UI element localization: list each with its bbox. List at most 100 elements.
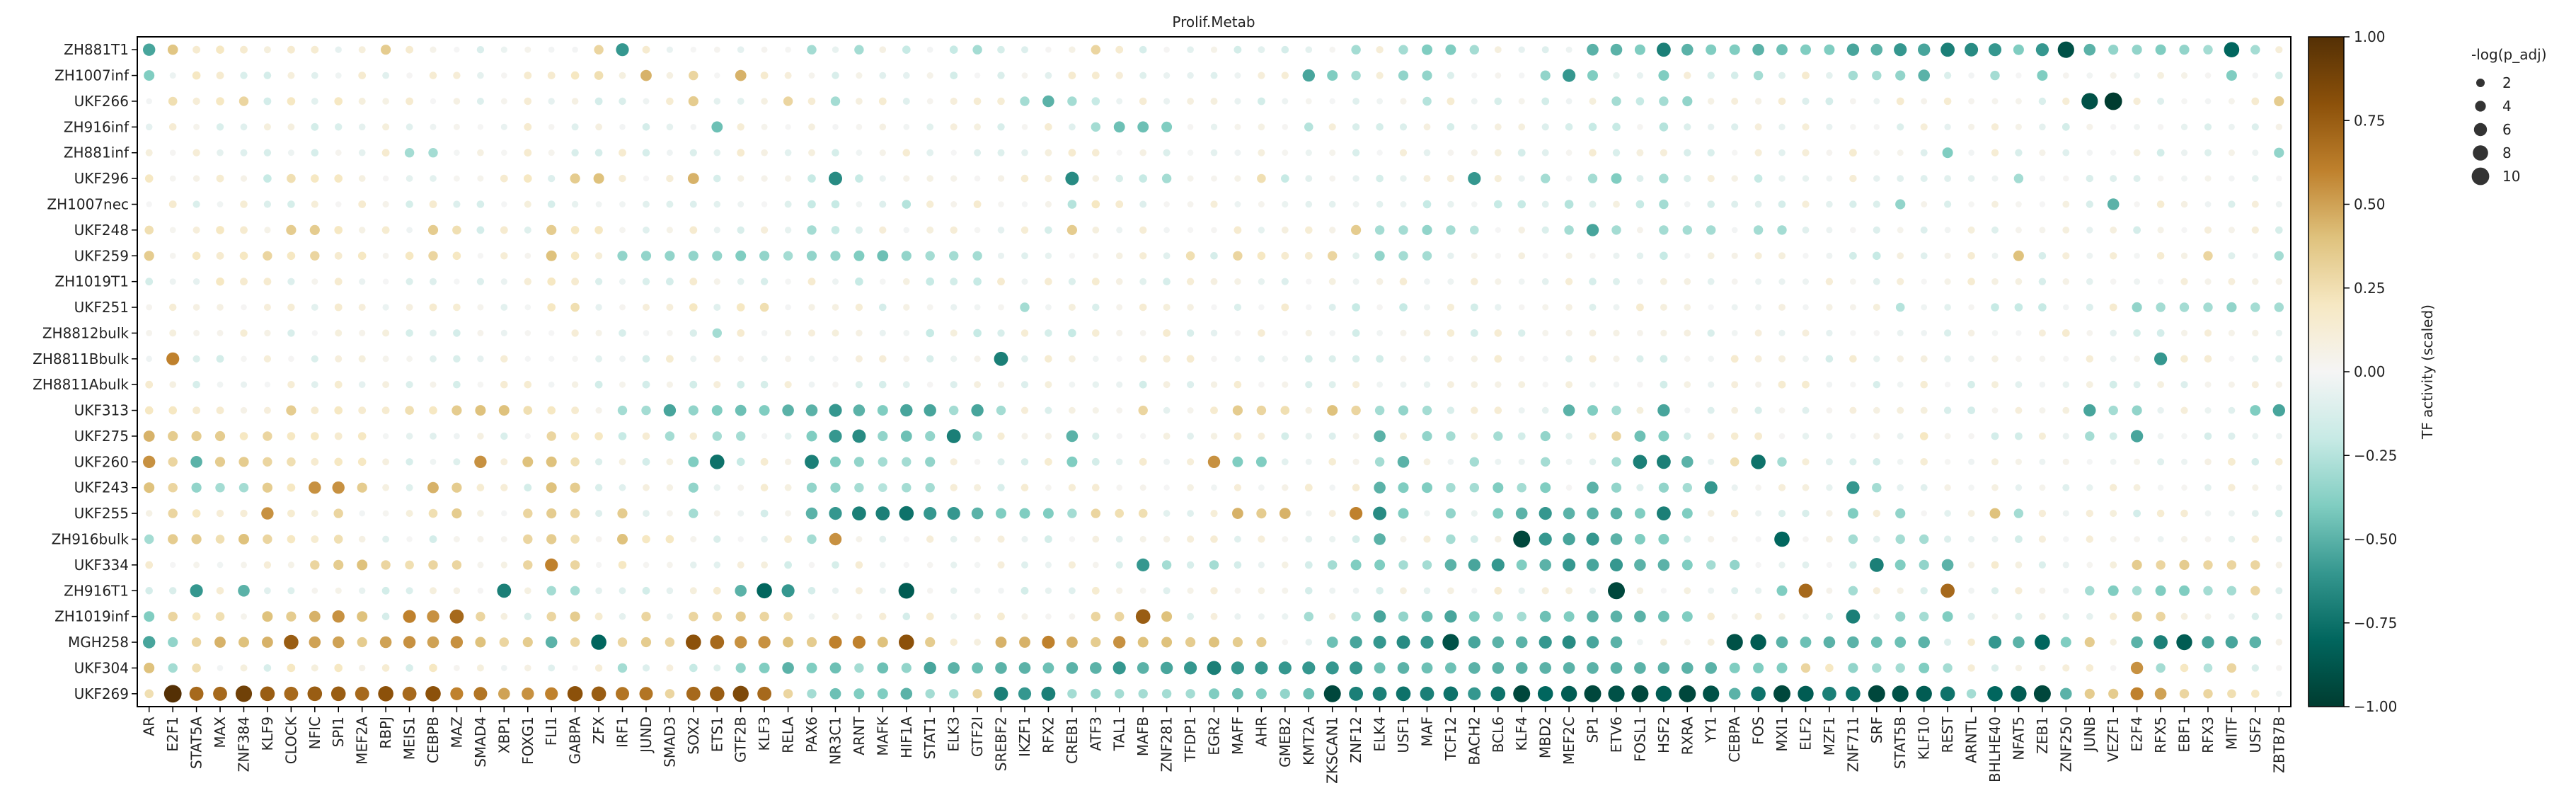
dot (2274, 147, 2284, 158)
row-label: UKF296 (74, 170, 129, 187)
dot (1754, 329, 1762, 337)
dot (2204, 201, 2212, 207)
dot (311, 510, 318, 518)
dot (806, 430, 817, 442)
dot (1918, 43, 1931, 56)
dot (595, 587, 602, 595)
dot (1161, 637, 1173, 648)
dot (832, 561, 839, 569)
dot (1849, 200, 1857, 208)
dot (2275, 433, 2282, 440)
dot (311, 457, 319, 466)
size-legend-dot (2471, 167, 2490, 186)
dot (286, 224, 297, 235)
dot (735, 636, 747, 649)
column-label: E2F4 (2129, 717, 2146, 752)
dot (1423, 458, 1431, 466)
dot (477, 149, 484, 156)
dot (2157, 227, 2164, 234)
dot (570, 302, 580, 312)
dot (1234, 72, 1241, 79)
dot (594, 432, 603, 440)
dot (663, 404, 677, 417)
dot (1894, 43, 1907, 57)
dot (830, 482, 841, 493)
dot (1802, 304, 1809, 311)
dot (2015, 227, 2022, 234)
dot (378, 686, 393, 702)
dot (1728, 688, 1741, 700)
dot (761, 98, 768, 105)
dot (1187, 149, 1194, 156)
dot (2228, 227, 2235, 234)
dot (2204, 278, 2212, 285)
dot (713, 510, 720, 517)
dot (2227, 689, 2236, 699)
dot (143, 455, 156, 468)
dot (1920, 252, 1928, 260)
dot (1329, 46, 1335, 53)
dot (2157, 433, 2164, 440)
dot (594, 149, 603, 156)
dot (524, 252, 531, 259)
dot (832, 587, 839, 594)
dot (2204, 484, 2212, 491)
dot (2062, 561, 2069, 569)
column-label: FOXG1 (519, 717, 536, 765)
dot (1991, 407, 1999, 413)
dot (1399, 303, 1408, 312)
dot (950, 175, 958, 182)
dot (1565, 304, 1572, 311)
dot (2062, 252, 2070, 260)
dot (1731, 123, 1739, 131)
dot (1092, 381, 1100, 388)
dot (522, 637, 533, 648)
dot (425, 686, 441, 702)
dot (689, 200, 697, 208)
dot (784, 72, 792, 79)
dot (853, 688, 865, 700)
dot (1399, 149, 1408, 156)
row-label: ZH916bulk (52, 531, 130, 548)
dot (570, 586, 580, 595)
dot (1258, 484, 1265, 491)
dot (2084, 688, 2095, 699)
dot (1850, 98, 1856, 105)
dot (1541, 97, 1550, 105)
dot (1637, 381, 1643, 388)
dot (2132, 45, 2142, 55)
dot (902, 45, 911, 54)
dot (737, 278, 744, 285)
dot (1684, 381, 1691, 388)
dot (240, 509, 248, 518)
dot (1587, 70, 1598, 81)
dot (358, 535, 366, 543)
dot (1708, 98, 1715, 105)
dot (1540, 70, 1551, 81)
dot (571, 149, 579, 156)
dot (1281, 72, 1289, 79)
dot (902, 200, 912, 209)
dot (808, 613, 815, 620)
dot (1447, 123, 1455, 131)
dot (1422, 560, 1432, 570)
dot (1944, 535, 1952, 543)
dot (1398, 225, 1408, 235)
column-label: USF2 (2247, 717, 2264, 753)
dot (972, 431, 982, 441)
dot (1613, 72, 1620, 79)
dot (146, 355, 153, 363)
dot (711, 121, 723, 133)
dot (1328, 510, 1336, 518)
dot (1516, 559, 1527, 571)
dot (570, 560, 580, 570)
dot (382, 175, 389, 182)
dot (1659, 199, 1669, 210)
dot (2252, 175, 2259, 182)
dot (2275, 509, 2283, 518)
dot (1612, 149, 1621, 156)
dot (311, 406, 319, 414)
dot (192, 406, 200, 414)
